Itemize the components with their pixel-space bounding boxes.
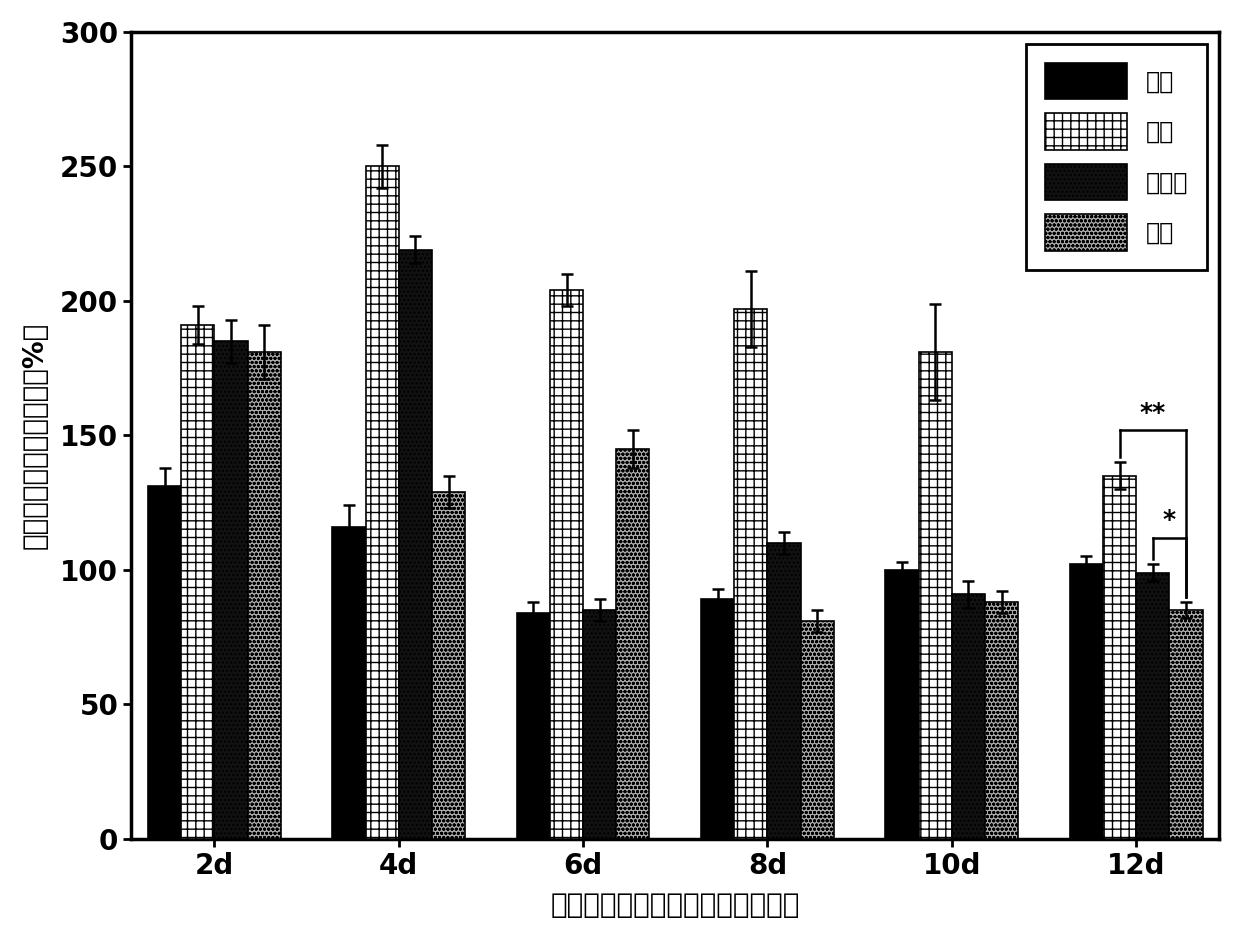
Bar	[366, 166, 399, 838]
Bar	[885, 570, 919, 838]
Y-axis label: 悬浮细胞褐化增加程度（%）: 悬浮细胞褐化增加程度（%）	[21, 321, 48, 549]
Bar	[1070, 565, 1104, 838]
Bar	[181, 325, 215, 838]
Bar	[1104, 476, 1136, 838]
Bar	[952, 594, 985, 838]
Bar	[768, 543, 801, 838]
Bar	[583, 610, 616, 838]
Bar	[549, 290, 583, 838]
Bar	[919, 352, 952, 838]
Bar	[616, 448, 650, 838]
Bar	[985, 603, 1018, 838]
Bar	[148, 487, 181, 838]
Bar	[701, 600, 734, 838]
Bar	[1136, 572, 1169, 838]
Bar	[248, 352, 280, 838]
Legend: 蔗糖, 果糖, 葡萄糖, 乳糖: 蔗糖, 果糖, 葡萄糖, 乳糖	[1025, 43, 1208, 270]
Bar	[801, 621, 833, 838]
Bar	[399, 250, 432, 838]
Text: *: *	[1163, 509, 1176, 532]
Bar	[332, 526, 366, 838]
Bar	[215, 341, 248, 838]
X-axis label: 光果甘草悬浮细胞培养时间（天）: 光果甘草悬浮细胞培养时间（天）	[551, 891, 800, 919]
Bar	[517, 613, 549, 838]
Bar	[734, 309, 768, 838]
Bar	[432, 492, 465, 838]
Text: **: **	[1140, 400, 1166, 425]
Bar	[1169, 610, 1203, 838]
